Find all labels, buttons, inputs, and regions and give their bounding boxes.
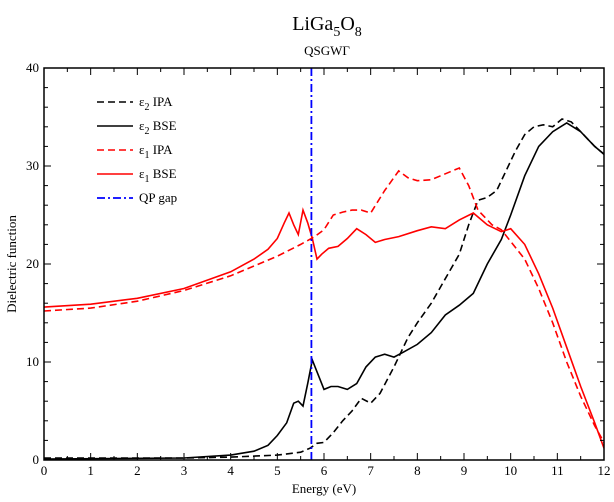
y-tick-label: 30 bbox=[26, 158, 39, 173]
x-tick-label: 3 bbox=[181, 463, 188, 478]
legend: ε2 IPA ε2 BSE ε1 IPA ε1 BSE QP gap bbox=[97, 94, 177, 205]
x-tick-label: 5 bbox=[274, 463, 281, 478]
series-line-0 bbox=[44, 118, 604, 459]
y-tick-label: 40 bbox=[26, 60, 39, 75]
legend-label-4: QP gap bbox=[139, 190, 177, 205]
x-tick-label: 0 bbox=[41, 463, 48, 478]
x-tick-label: 4 bbox=[227, 463, 234, 478]
x-tick-label: 1 bbox=[87, 463, 94, 478]
series-line-1 bbox=[44, 121, 604, 460]
y-tick-label: 20 bbox=[26, 256, 39, 271]
y-tick-label: 10 bbox=[26, 354, 39, 369]
chart-subtitle: QSGWΓ bbox=[304, 43, 350, 58]
series-line-2 bbox=[44, 166, 604, 443]
x-tick-label: 6 bbox=[321, 463, 328, 478]
x-tick-label: 11 bbox=[551, 463, 564, 478]
x-tick-label: 9 bbox=[461, 463, 468, 478]
x-tick-label: 10 bbox=[504, 463, 517, 478]
plot-frame bbox=[43, 67, 605, 461]
x-tick-label: 7 bbox=[367, 463, 374, 478]
x-axis-label: Energy (eV) bbox=[292, 481, 356, 496]
plot-area bbox=[44, 68, 604, 460]
legend-label-3: ε1 BSE bbox=[139, 166, 177, 185]
x-tick-label: 2 bbox=[134, 463, 141, 478]
x-tick-label: 8 bbox=[414, 463, 421, 478]
legend-label-0: ε2 IPA bbox=[139, 94, 173, 113]
series-line-3 bbox=[44, 207, 604, 449]
legend-label-2: ε1 IPA bbox=[139, 142, 173, 161]
y-axis-label: Dielectric function bbox=[4, 215, 19, 313]
y-tick-label: 0 bbox=[33, 452, 40, 467]
x-tick-label: 12 bbox=[598, 463, 611, 478]
legend-label-1: ε2 BSE bbox=[139, 118, 177, 137]
chart-title: LiGa5O8 bbox=[292, 13, 362, 40]
